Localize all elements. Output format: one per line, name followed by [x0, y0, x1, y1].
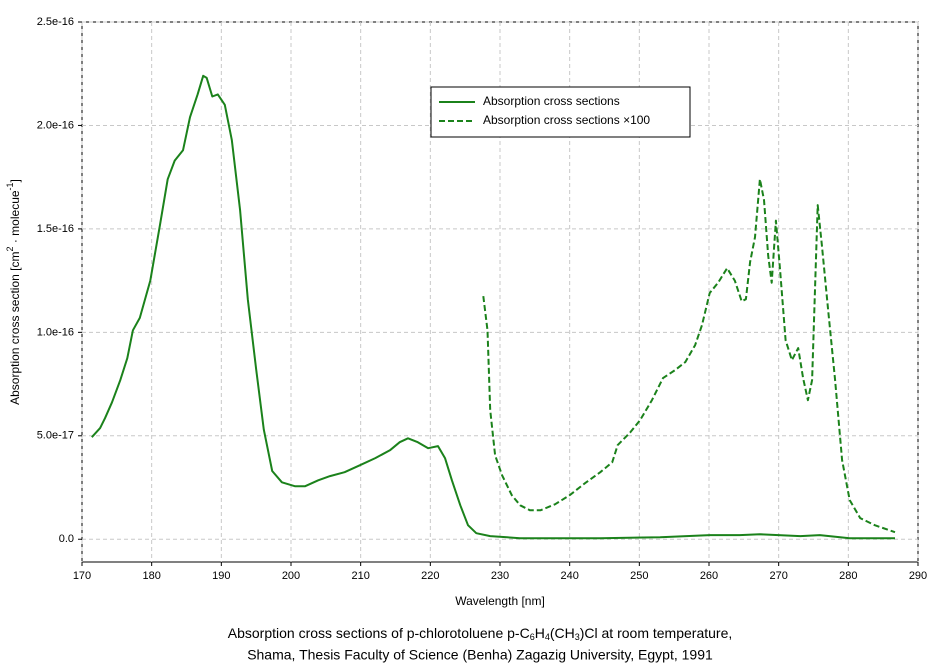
series-line [482, 178, 896, 534]
y-tick-label: 2.5e-16 [37, 16, 74, 28]
x-tick-label: 240 [560, 570, 578, 582]
caption-sub: 6 [530, 632, 535, 642]
caption-sub: 3 [575, 632, 580, 642]
y-tick-label: 5.0e-17 [37, 430, 74, 442]
caption-part: (CH [550, 625, 575, 641]
y-tick-label: 1.5e-16 [37, 223, 74, 235]
legend-box [430, 86, 691, 138]
y-tick-label: 0.0 [59, 533, 74, 545]
x-tick-label: 170 [73, 570, 91, 582]
x-tick-label: 280 [839, 570, 857, 582]
y-label-sup: -1 [5, 182, 15, 190]
y-label-part: · molecue [8, 190, 22, 246]
caption-part: Absorption cross sections of p-chlorotol… [228, 625, 530, 641]
y-label-part: Absorption cross section [cm [8, 252, 22, 405]
x-tick-label: 190 [212, 570, 230, 582]
y-tick-label: 1.0e-16 [37, 326, 74, 338]
caption-part: )Cl at room temperature, [580, 625, 733, 641]
x-tick-label: 260 [700, 570, 718, 582]
series-line [91, 74, 895, 540]
x-tick-label: 220 [421, 570, 439, 582]
legend-label: Absorption cross sections ×100 [483, 113, 650, 127]
x-tick-label: 270 [769, 570, 787, 582]
y-label-sup: 2 [5, 246, 15, 251]
x-axis-label: Wavelength [nm] [455, 594, 545, 608]
x-tick-label: 180 [142, 570, 160, 582]
x-tick-label: 290 [909, 570, 927, 582]
caption-part: H [535, 625, 545, 641]
y-axis-label: Absorption cross section [cm2 · molecue-… [5, 179, 22, 405]
caption-sub: 4 [545, 632, 550, 642]
y-label-part: ] [8, 179, 22, 182]
caption: Absorption cross sections of p-chlorotol… [228, 625, 733, 643]
x-tick-label: 200 [282, 570, 300, 582]
caption: Shama, Thesis Faculty of Science (Benha)… [247, 647, 713, 663]
x-tick-label: 250 [630, 570, 648, 582]
x-tick-label: 210 [351, 570, 369, 582]
y-tick-label: 2.0e-16 [37, 119, 74, 131]
x-tick-label: 230 [491, 570, 509, 582]
legend-label: Absorption cross sections [483, 94, 620, 108]
